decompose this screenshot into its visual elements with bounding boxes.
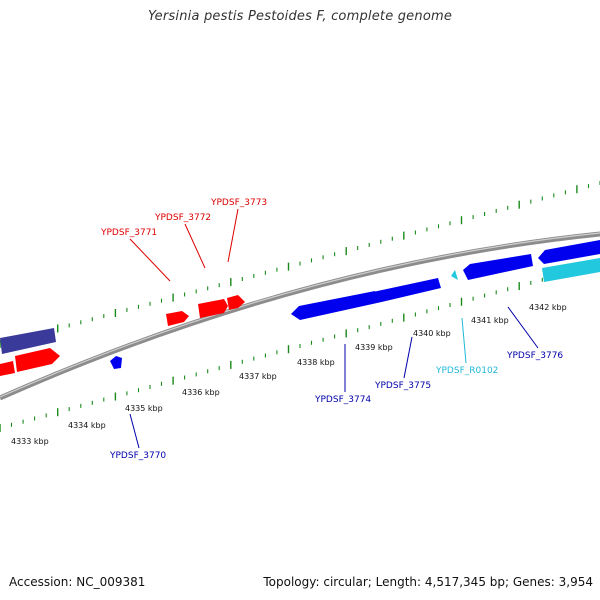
label-YPDSF_3775[interactable]: YPDSF_3775 [374,381,431,391]
tick-label-4342: 4342 kbp [529,303,567,312]
tick-label-4336: 4336 kbp [182,388,220,397]
tick-label-4341: 4341 kbp [471,316,509,325]
map-title: Yersinia pestis Pestoides F, complete ge… [147,9,453,24]
leader-YPDSF_3772 [184,223,206,269]
genome-backbone [0,231,600,401]
gene-YPDSF_3772[interactable] [198,299,228,318]
leader-YPDSF_3770 [129,413,140,449]
gene-YPDSF_3774[interactable] [291,291,377,320]
label-YPDSF_3770[interactable]: YPDSF_3770 [109,451,166,461]
gene-YPDSF_3771[interactable] [166,311,189,326]
tick-label-4338: 4338 kbp [297,358,335,367]
label-YPDSF_3771[interactable]: YPDSF_3771 [100,228,157,238]
label-leaders [129,208,539,449]
genome-backbone-highlight [0,232,600,398]
gene-left-red-a [0,361,15,376]
leader-YPDSF_3773 [227,208,239,263]
gene-labels: YPDSF_3771 YPDSF_3772 YPDSF_3773 YPDSF_3… [100,198,563,461]
tick-label-4337: 4337 kbp [239,372,277,381]
forward-strand-genes [0,258,600,376]
leader-YPDSF_3775 [403,336,413,379]
reverse-strand-genes [110,240,600,369]
leader-YPDSF_R0102 [461,317,467,364]
label-YPDSF_R0102[interactable]: YPDSF_R0102 [435,366,498,376]
accession-text: Accession: NC_009381 [9,575,146,589]
gene-YPDSF_3773[interactable] [227,295,245,310]
gene-YPDSF_3775[interactable] [373,278,441,303]
tick-label-4339: 4339 kbp [355,343,393,352]
gene-partial-left[interactable] [0,328,56,354]
tick-label-4334: 4334 kbp [68,421,106,430]
tick-label-4333: 4333 kbp [11,437,49,446]
gene-YPDSF_3776[interactable] [463,254,533,280]
leader-YPDSF_3776 [507,306,539,349]
tick-label-4335: 4335 kbp [125,404,163,413]
gene-right-blue[interactable] [538,240,600,264]
label-YPDSF_3772[interactable]: YPDSF_3772 [154,213,211,223]
gene-left-red-b[interactable] [15,348,60,372]
inner-tick-track [0,262,600,432]
tick-label-4340: 4340 kbp [413,329,451,338]
label-YPDSF_3774[interactable]: YPDSF_3774 [314,395,371,405]
gene-YPDSF_R0102[interactable] [451,270,458,280]
gene-right-cyan[interactable] [542,258,600,282]
label-YPDSF_3776[interactable]: YPDSF_3776 [506,351,563,361]
leader-YPDSF_3771 [129,238,171,282]
gene-YPDSF_3770[interactable] [110,356,122,369]
genome-summary-text: Topology: circular; Length: 4,517,345 bp… [263,575,593,589]
tick-labels: 4333 kbp 4334 kbp 4335 kbp 4336 kbp 4337… [11,303,567,446]
label-YPDSF_3773[interactable]: YPDSF_3773 [210,198,267,208]
